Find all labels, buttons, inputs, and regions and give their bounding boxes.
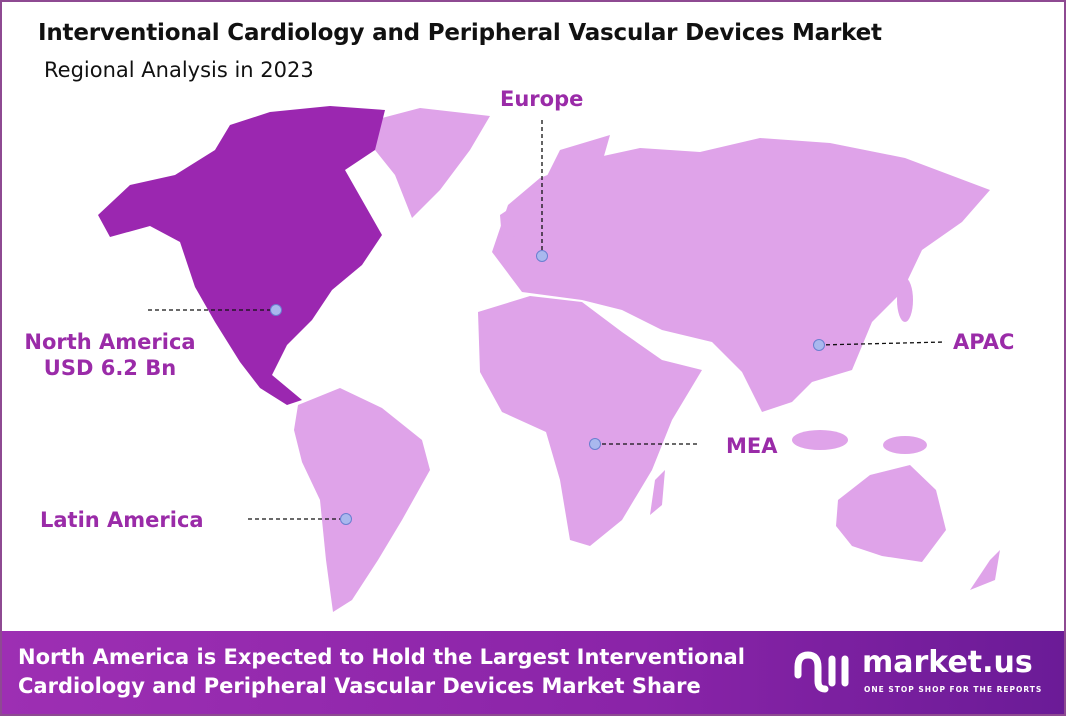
new-guinea xyxy=(883,436,927,454)
africa xyxy=(478,296,702,546)
latin-america-marker[interactable] xyxy=(340,513,352,525)
logo-tagline: ONE STOP SHOP FOR THE REPORTS xyxy=(864,685,1043,694)
japan xyxy=(897,278,913,322)
apac-label: APAC xyxy=(953,330,1015,354)
latin-america-label: Latin America xyxy=(40,508,204,532)
madagascar xyxy=(650,470,665,515)
footer-text-line1: North America is Expected to Hold the La… xyxy=(18,645,745,669)
north-america xyxy=(98,106,385,405)
north-america-label: North America USD 6.2 Bn xyxy=(16,329,204,381)
greenland xyxy=(355,108,490,218)
page-title: Interventional Cardiology and Peripheral… xyxy=(38,20,882,46)
eurasia xyxy=(492,138,990,412)
apac-marker[interactable] xyxy=(813,339,825,351)
uk xyxy=(500,205,518,240)
logo-name: market.us xyxy=(862,645,1033,680)
footer-banner: North America is Expected to Hold the La… xyxy=(2,631,1064,714)
north-america-name: North America xyxy=(24,330,196,354)
europe-label: Europe xyxy=(500,87,584,111)
indonesia xyxy=(792,430,848,450)
mea-marker[interactable] xyxy=(589,438,601,450)
north-america-value: USD 6.2 Bn xyxy=(43,356,177,380)
europe-marker[interactable] xyxy=(536,250,548,262)
logo-mark-icon xyxy=(794,651,849,693)
north-america-marker[interactable] xyxy=(270,304,282,316)
market-us-logo: market.us ONE STOP SHOP FOR THE REPORTS xyxy=(792,645,1041,699)
footer-text: North America is Expected to Hold the La… xyxy=(18,643,745,701)
scandinavia xyxy=(535,135,610,200)
mea-label: MEA xyxy=(726,434,778,458)
apac-leader-line xyxy=(818,341,946,346)
page-subtitle: Regional Analysis in 2023 xyxy=(44,58,314,82)
australia xyxy=(836,465,946,562)
new-zealand xyxy=(970,550,1000,590)
south-america xyxy=(294,388,430,612)
footer-text-line2: Cardiology and Peripheral Vascular Devic… xyxy=(18,674,701,698)
